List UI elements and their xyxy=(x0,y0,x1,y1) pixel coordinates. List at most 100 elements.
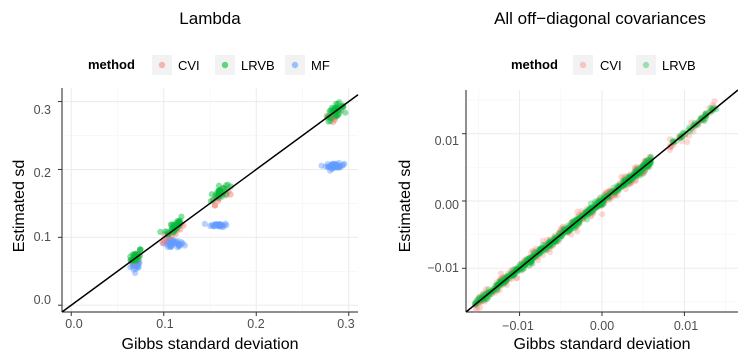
data-point-cvi xyxy=(666,136,674,143)
data-point-cvi xyxy=(643,160,650,167)
data-point-lrvb xyxy=(168,221,175,228)
data-point-lrvb xyxy=(520,265,527,272)
data-point-cvi xyxy=(603,192,610,199)
data-point-lrvb xyxy=(546,242,553,249)
data-point-mf xyxy=(216,221,223,229)
data-point-lrvb xyxy=(334,105,341,112)
data-point-cvi xyxy=(646,153,653,160)
data-point-lrvb xyxy=(547,238,554,245)
data-point-cvi xyxy=(646,164,653,171)
data-point-lrvb xyxy=(669,138,676,145)
data-point-cvi xyxy=(588,207,595,214)
data-point-lrvb xyxy=(526,262,533,269)
data-point-mf xyxy=(332,162,339,169)
data-point-lrvb xyxy=(638,170,645,177)
data-point-lrvb xyxy=(558,232,565,239)
data-point-cvi xyxy=(535,253,542,260)
data-point-lrvb xyxy=(644,162,651,169)
data-point-cvi xyxy=(611,192,618,199)
data-point-lrvb xyxy=(679,134,686,141)
y-tick-label: 0.1 xyxy=(34,230,51,244)
data-point-cvi xyxy=(691,124,698,131)
data-point-lrvb xyxy=(531,249,538,256)
data-point-lrvb xyxy=(479,294,486,301)
data-point-mf xyxy=(133,262,140,269)
data-point-cvi xyxy=(639,170,646,177)
data-point-cvi xyxy=(583,205,591,212)
data-point-cvi xyxy=(574,222,581,229)
data-point-cvi xyxy=(215,195,222,202)
data-point-cvi xyxy=(528,249,535,256)
data-point-cvi xyxy=(626,180,633,188)
chart-title: Lambda xyxy=(179,9,241,28)
y-tick-label: −0.01 xyxy=(427,261,459,275)
data-point-cvi xyxy=(527,260,535,267)
data-point-mf xyxy=(333,163,340,170)
data-point-lrvb xyxy=(517,265,524,273)
data-point-cvi xyxy=(476,293,483,300)
data-point-mf xyxy=(327,164,334,171)
data-point-mf xyxy=(215,221,223,228)
data-point-lrvb xyxy=(623,181,631,188)
data-point-mf xyxy=(218,222,225,229)
data-point-lrvb xyxy=(221,185,228,192)
data-point-cvi xyxy=(497,276,504,284)
data-point-mf xyxy=(127,264,134,271)
data-point-cvi xyxy=(685,132,693,139)
data-point-cvi xyxy=(476,304,484,311)
data-point-mf xyxy=(132,260,139,267)
data-point-cvi xyxy=(706,105,713,112)
data-point-cvi xyxy=(597,194,604,201)
data-point-cvi xyxy=(590,210,597,217)
data-point-cvi xyxy=(215,195,222,202)
panel-lambda: Lambda method CVI LRVB MF 0.0 0.1 0.2 0.… xyxy=(11,9,359,353)
data-point-lrvb xyxy=(572,223,579,230)
data-point-mf xyxy=(129,263,136,270)
data-point-lrvb xyxy=(333,100,340,107)
data-point-lrvb xyxy=(634,170,641,177)
y-tick-label: 0.3 xyxy=(34,103,51,117)
data-point-mf xyxy=(325,163,333,170)
data-point-lrvb xyxy=(207,198,214,205)
data-point-cvi xyxy=(596,203,603,210)
data-point-lrvb xyxy=(342,109,349,116)
data-point-mf xyxy=(339,162,346,169)
data-point-mf xyxy=(215,222,222,229)
data-point-lrvb xyxy=(510,271,517,278)
data-point-cvi xyxy=(709,102,716,109)
data-point-lrvb xyxy=(616,185,623,192)
data-point-mf xyxy=(131,261,138,268)
data-point-lrvb xyxy=(217,186,224,193)
data-point-lrvb xyxy=(614,183,621,191)
data-point-cvi xyxy=(523,257,531,264)
data-point-mf xyxy=(163,239,171,246)
data-point-cvi xyxy=(560,224,568,231)
data-point-lrvb xyxy=(483,295,491,302)
data-point-cvi xyxy=(606,188,613,195)
x-tick-label: 0.0 xyxy=(65,317,82,331)
data-point-mf xyxy=(335,159,343,166)
data-point-mf xyxy=(179,240,186,247)
data-point-mf xyxy=(134,261,141,268)
data-point-cvi xyxy=(505,270,512,277)
data-point-mf xyxy=(217,221,224,228)
data-point-lrvb xyxy=(545,242,552,249)
data-point-mf xyxy=(335,162,342,169)
data-point-lrvb xyxy=(497,279,504,286)
data-point-lrvb xyxy=(511,270,518,278)
data-point-mf xyxy=(130,266,137,273)
data-point-lrvb xyxy=(539,245,546,252)
data-point-mf xyxy=(166,237,173,244)
data-point-lrvb xyxy=(596,195,604,202)
data-point-lrvb xyxy=(223,182,230,189)
legend-key-cvi xyxy=(573,55,593,75)
data-point-lrvb xyxy=(585,210,592,217)
data-point-cvi xyxy=(606,187,613,194)
data-point-mf xyxy=(330,162,338,169)
legend-label-lrvb: LRVB xyxy=(662,58,696,73)
data-point-mf xyxy=(214,221,221,228)
data-point-lrvb xyxy=(137,246,144,253)
data-point-cvi xyxy=(588,212,595,219)
data-point-lrvb xyxy=(593,200,600,208)
data-point-lrvb xyxy=(480,296,487,303)
